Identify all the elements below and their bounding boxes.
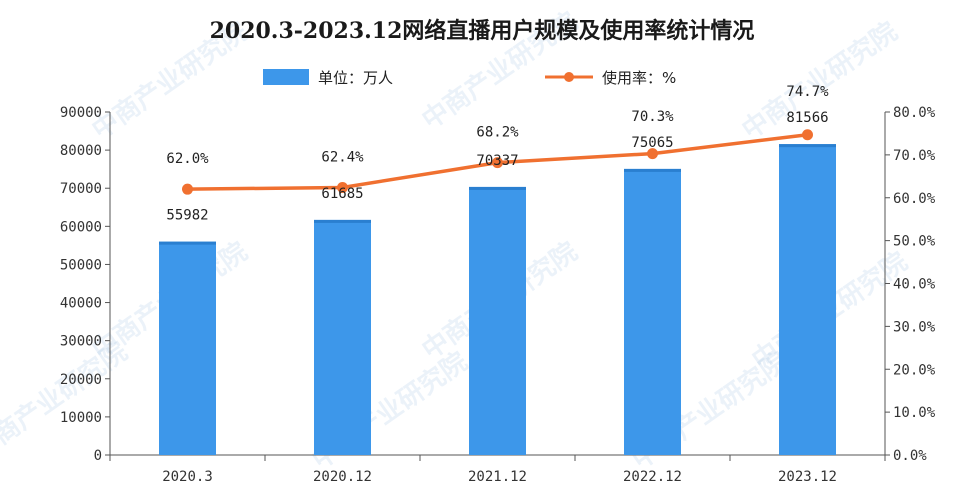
y-left-tick-label: 30000 [60, 334, 102, 350]
bar-top-edge [159, 241, 216, 245]
x-tick-label: 2020.12 [313, 469, 372, 485]
data-labels: 55982 61685 70337 75065 81566 62.0% 62.4% 68.2%… [166, 84, 829, 224]
y-right-tick-label: 70.0% [893, 148, 936, 164]
x-tick-label: 2022.12 [623, 469, 682, 485]
y-left-tick-label: 90000 [60, 105, 102, 121]
legend-label-line: 使用率：% [602, 69, 676, 87]
legend: 单位：万人 使用率：% [263, 69, 676, 87]
bar-value-label: 75065 [631, 135, 673, 151]
bars [159, 144, 836, 456]
bar-value-label: 81566 [786, 110, 828, 126]
y-left-tick-label: 80000 [60, 143, 102, 159]
y-left-tick-label: 60000 [60, 219, 102, 235]
line-point [337, 181, 348, 193]
x-tick-label: 2021.12 [468, 469, 527, 485]
legend-swatch-bar [263, 69, 309, 85]
bar-top-edge [314, 219, 371, 223]
y-right-tick-label: 80.0% [893, 105, 936, 121]
bar-value-label: 61685 [321, 186, 363, 202]
chart-title: 2020.3-2023.12网络直播用户规模及使用率统计情况 [210, 18, 755, 44]
bar-top-edge [779, 144, 836, 148]
bar-top-edge [469, 186, 526, 190]
y-left-tick-label: 10000 [60, 410, 102, 426]
bar-value-label: 55982 [166, 208, 208, 224]
bar [314, 219, 371, 455]
bar-value-label: 70337 [476, 153, 518, 169]
line-point [182, 183, 193, 195]
y-right-tick-label: 40.0% [893, 277, 936, 293]
line-series [182, 129, 813, 195]
line-point [802, 129, 813, 141]
bar [469, 186, 526, 456]
line-value-label: 74.7% [786, 84, 829, 100]
watermark-text: 中商产业研究院 [0, 336, 133, 466]
line-value-label: 62.0% [166, 151, 209, 167]
y-left-tick-label: 0 [94, 448, 102, 464]
y-right-tick-label: 10.0% [893, 405, 936, 421]
line-point [492, 157, 503, 169]
y-right-tick-label: 0.0% [893, 448, 927, 464]
y-left-tick-label: 40000 [60, 296, 102, 312]
line-point [647, 148, 658, 160]
bar-top-edge [624, 168, 681, 172]
bar [159, 241, 216, 455]
y-left-tick-label: 50000 [60, 257, 102, 273]
watermark-text: 中商产业研究院 [736, 16, 903, 146]
y-left-tick-label: 20000 [60, 372, 102, 388]
axes: 0 10000 20000 30000 40000 50000 60000 70000 8000… [60, 105, 936, 485]
x-tick-label: 2020.3 [162, 469, 213, 485]
bar [779, 144, 836, 455]
y-left-tick-label: 70000 [60, 181, 102, 197]
line-value-label: 62.4% [321, 149, 364, 165]
legend-swatch-marker [564, 72, 574, 82]
y-right-tick-label: 30.0% [893, 319, 936, 335]
legend-label-bar: 单位：万人 [318, 69, 393, 87]
y-right-tick-label: 20.0% [893, 362, 936, 378]
y-right-tick-label: 60.0% [893, 191, 936, 207]
bar [624, 168, 681, 455]
x-tick-label: 2023.12 [778, 469, 837, 485]
y-right-tick-label: 50.0% [893, 234, 936, 250]
line-value-label: 68.2% [476, 125, 519, 141]
line-value-label: 70.3% [631, 109, 674, 125]
